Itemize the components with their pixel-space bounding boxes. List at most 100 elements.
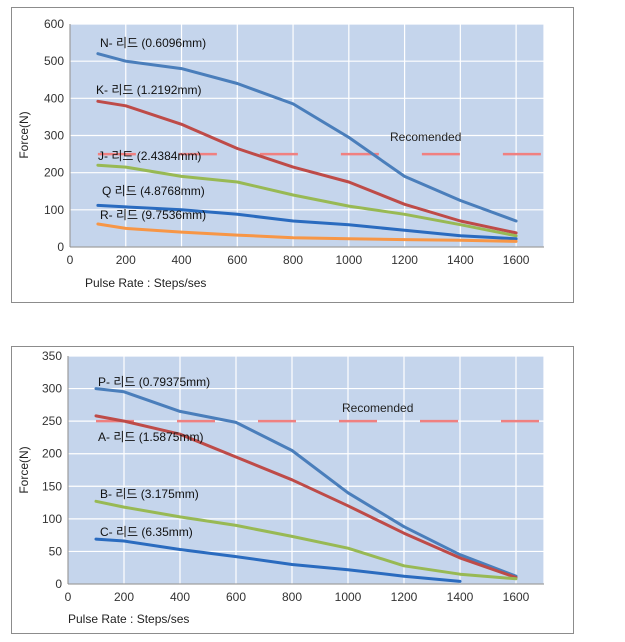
x-tick-label: 0 bbox=[67, 253, 74, 267]
y-axis-label: Force(N) bbox=[17, 446, 31, 493]
data-point bbox=[403, 213, 406, 216]
y-tick-label: 100 bbox=[42, 512, 62, 526]
series-label-1: P- 리드 (0.79375mm) bbox=[98, 375, 210, 389]
data-point bbox=[96, 222, 100, 226]
data-point bbox=[458, 580, 462, 583]
data-point bbox=[180, 175, 183, 178]
y-tick-label: 0 bbox=[55, 577, 62, 591]
data-point bbox=[180, 123, 183, 126]
data-point bbox=[402, 525, 406, 528]
y-tick-label: 50 bbox=[49, 544, 63, 558]
series-label-4: Q 리드 (4.8768mm) bbox=[102, 184, 205, 198]
data-point bbox=[290, 478, 294, 481]
y-tick-label: 200 bbox=[42, 447, 62, 461]
data-point bbox=[236, 233, 239, 237]
x-axis-label: Pulse Rate : Steps/ses bbox=[68, 612, 189, 626]
data-point bbox=[402, 531, 406, 535]
data-point bbox=[346, 546, 350, 550]
x-tick-label: 1200 bbox=[391, 590, 418, 604]
x-tick-label: 1200 bbox=[391, 253, 418, 267]
data-point bbox=[459, 239, 462, 242]
data-point bbox=[124, 104, 127, 107]
y-tick-label: 300 bbox=[44, 129, 64, 143]
data-point bbox=[346, 504, 350, 508]
data-point bbox=[236, 213, 239, 216]
x-tick-label: 600 bbox=[226, 590, 246, 604]
data-point bbox=[514, 219, 518, 223]
data-point bbox=[347, 223, 351, 226]
data-point bbox=[178, 410, 182, 413]
data-point bbox=[346, 491, 350, 494]
data-point bbox=[236, 180, 239, 184]
x-tick-label: 1400 bbox=[447, 253, 474, 267]
x-tick-label: 1600 bbox=[503, 253, 530, 267]
series-label-2: A- 리드 (1.5875mm) bbox=[98, 430, 203, 444]
series-line-4 bbox=[94, 537, 462, 583]
data-point bbox=[291, 165, 295, 169]
x-tick-label: 1000 bbox=[335, 253, 362, 267]
data-point bbox=[291, 236, 295, 239]
data-point bbox=[124, 165, 127, 169]
data-point bbox=[402, 574, 406, 578]
data-point bbox=[403, 203, 406, 206]
data-point bbox=[94, 537, 98, 541]
data-point bbox=[234, 555, 238, 558]
data-point bbox=[347, 180, 351, 184]
data-point bbox=[234, 421, 238, 424]
data-point bbox=[180, 230, 183, 234]
data-point bbox=[403, 175, 406, 178]
x-tick-label: 1600 bbox=[503, 590, 530, 604]
x-tick-label: 200 bbox=[114, 590, 134, 604]
data-point bbox=[291, 102, 295, 106]
data-point bbox=[403, 229, 406, 232]
y-tick-label: 400 bbox=[44, 91, 64, 105]
data-point bbox=[96, 52, 100, 55]
y-tick-label: 200 bbox=[44, 166, 64, 180]
y-tick-label: 350 bbox=[42, 349, 62, 363]
x-tick-label: 1400 bbox=[447, 590, 474, 604]
y-tick-label: 0 bbox=[57, 240, 64, 254]
plot-area bbox=[68, 356, 544, 584]
data-point bbox=[94, 387, 98, 390]
x-tick-label: 400 bbox=[170, 590, 190, 604]
series-label-3: B- 리드 (3.175mm) bbox=[100, 487, 199, 501]
x-tick-label: 200 bbox=[116, 253, 136, 267]
data-point bbox=[122, 539, 126, 543]
data-point bbox=[402, 564, 406, 567]
data-point bbox=[514, 234, 518, 238]
data-point bbox=[514, 577, 518, 580]
data-point bbox=[178, 515, 182, 519]
data-point bbox=[291, 219, 295, 223]
x-tick-label: 0 bbox=[65, 590, 72, 604]
chart-2: 0 50 100 150 200 250 300 350 0 200 400 600 800 1000 12… bbox=[17, 349, 545, 626]
data-point bbox=[459, 223, 462, 226]
data-point bbox=[122, 390, 126, 394]
data-point bbox=[459, 234, 462, 238]
series-label-2: K- 리드 (1.2192mm) bbox=[96, 83, 201, 97]
data-point bbox=[514, 231, 518, 235]
data-point bbox=[347, 204, 351, 208]
x-axis-label: Pulse Rate : Steps/ses bbox=[85, 276, 206, 290]
data-point bbox=[96, 204, 100, 207]
data-point bbox=[458, 553, 462, 556]
data-point bbox=[124, 205, 127, 209]
x-tick-label: 400 bbox=[172, 253, 192, 267]
data-point bbox=[96, 100, 100, 103]
recommended-label: Recomended bbox=[342, 401, 413, 415]
data-point bbox=[234, 524, 238, 527]
data-point bbox=[236, 147, 239, 150]
data-point bbox=[180, 67, 183, 70]
x-tick-label: 800 bbox=[283, 253, 303, 267]
recommended-label: Recomended bbox=[390, 130, 461, 144]
data-point bbox=[178, 548, 182, 551]
data-point bbox=[291, 193, 295, 197]
data-point bbox=[290, 563, 294, 566]
x-tick-label: 1000 bbox=[335, 590, 362, 604]
y-tick-label: 150 bbox=[42, 479, 62, 493]
data-point bbox=[403, 238, 406, 241]
data-point bbox=[458, 573, 462, 576]
data-point bbox=[96, 164, 100, 167]
data-point bbox=[459, 199, 462, 202]
x-tick-label: 600 bbox=[227, 253, 247, 267]
